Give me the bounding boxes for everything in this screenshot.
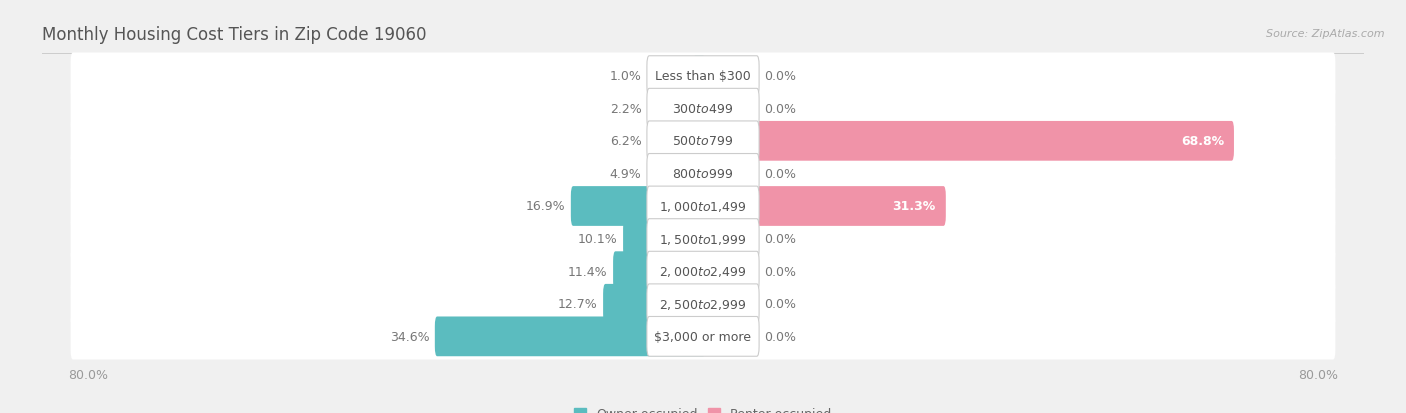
Text: 1.0%: 1.0% — [610, 70, 641, 83]
FancyBboxPatch shape — [647, 154, 759, 194]
Text: $1,000 to $1,499: $1,000 to $1,499 — [659, 199, 747, 214]
Text: Less than $300: Less than $300 — [655, 70, 751, 83]
Text: 10.1%: 10.1% — [578, 233, 617, 245]
FancyBboxPatch shape — [683, 89, 706, 129]
FancyBboxPatch shape — [70, 53, 1336, 100]
FancyBboxPatch shape — [613, 252, 706, 291]
Legend: Owner-occupied, Renter-occupied: Owner-occupied, Renter-occupied — [574, 407, 832, 413]
Text: 0.0%: 0.0% — [765, 330, 796, 343]
FancyBboxPatch shape — [664, 154, 706, 194]
Text: 4.9%: 4.9% — [610, 168, 641, 180]
FancyBboxPatch shape — [70, 183, 1336, 230]
FancyBboxPatch shape — [700, 122, 1234, 161]
Text: 34.6%: 34.6% — [389, 330, 429, 343]
FancyBboxPatch shape — [647, 57, 759, 96]
Text: 0.0%: 0.0% — [765, 297, 796, 311]
Text: 0.0%: 0.0% — [765, 265, 796, 278]
Text: Source: ZipAtlas.com: Source: ZipAtlas.com — [1267, 29, 1385, 39]
Text: 2.2%: 2.2% — [610, 102, 641, 116]
FancyBboxPatch shape — [70, 249, 1336, 294]
FancyBboxPatch shape — [70, 313, 1336, 360]
Text: $2,500 to $2,999: $2,500 to $2,999 — [659, 297, 747, 311]
FancyBboxPatch shape — [647, 252, 759, 291]
Text: Monthly Housing Cost Tiers in Zip Code 19060: Monthly Housing Cost Tiers in Zip Code 1… — [42, 26, 426, 44]
FancyBboxPatch shape — [70, 151, 1336, 197]
FancyBboxPatch shape — [70, 281, 1336, 327]
Text: $3,000 or more: $3,000 or more — [655, 330, 751, 343]
FancyBboxPatch shape — [647, 317, 759, 356]
Text: 0.0%: 0.0% — [765, 102, 796, 116]
Text: 0.0%: 0.0% — [765, 233, 796, 245]
FancyBboxPatch shape — [647, 89, 759, 129]
Text: 68.8%: 68.8% — [1181, 135, 1225, 148]
FancyBboxPatch shape — [647, 284, 759, 324]
Text: 12.7%: 12.7% — [558, 297, 598, 311]
Text: 31.3%: 31.3% — [893, 200, 936, 213]
Text: $300 to $499: $300 to $499 — [672, 102, 734, 116]
FancyBboxPatch shape — [652, 122, 706, 161]
FancyBboxPatch shape — [70, 86, 1336, 132]
FancyBboxPatch shape — [571, 187, 706, 226]
FancyBboxPatch shape — [647, 219, 759, 259]
FancyBboxPatch shape — [434, 317, 706, 356]
Text: $1,500 to $1,999: $1,500 to $1,999 — [659, 232, 747, 246]
FancyBboxPatch shape — [623, 219, 706, 259]
FancyBboxPatch shape — [647, 122, 759, 161]
FancyBboxPatch shape — [70, 119, 1336, 164]
Text: $800 to $999: $800 to $999 — [672, 168, 734, 180]
FancyBboxPatch shape — [603, 284, 706, 324]
Text: 0.0%: 0.0% — [765, 70, 796, 83]
Text: 0.0%: 0.0% — [765, 168, 796, 180]
FancyBboxPatch shape — [693, 57, 706, 96]
Text: 11.4%: 11.4% — [568, 265, 607, 278]
FancyBboxPatch shape — [647, 187, 759, 226]
FancyBboxPatch shape — [700, 187, 946, 226]
Text: $500 to $799: $500 to $799 — [672, 135, 734, 148]
Text: 6.2%: 6.2% — [610, 135, 641, 148]
Text: 16.9%: 16.9% — [526, 200, 565, 213]
FancyBboxPatch shape — [70, 216, 1336, 262]
Text: $2,000 to $2,499: $2,000 to $2,499 — [659, 265, 747, 278]
